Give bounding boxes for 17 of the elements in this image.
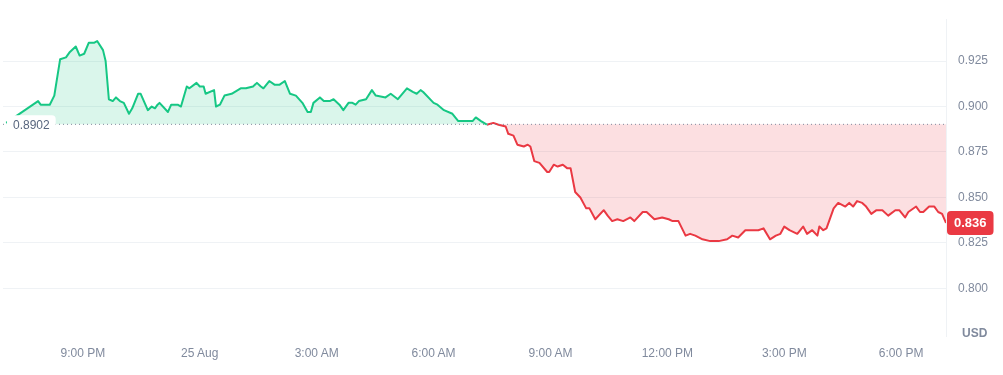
x-tick-label: 9:00 AM bbox=[528, 346, 573, 361]
x-tick-label: 25 Aug bbox=[181, 346, 219, 361]
x-tick-label: 3:00 PM bbox=[761, 346, 807, 361]
x-tick-label: 12:00 PM bbox=[641, 346, 694, 361]
y-tick-label: 0.825 bbox=[958, 235, 989, 250]
y-tick-label: 0.925 bbox=[958, 53, 989, 68]
y-tick-label: 0.800 bbox=[958, 280, 989, 295]
y-tick-label: 0.850 bbox=[958, 189, 989, 204]
x-tick-label: 6:00 PM bbox=[878, 346, 924, 361]
y-tick-label: 0.900 bbox=[958, 98, 989, 113]
annotation: 0.836 bbox=[954, 215, 987, 231]
x-tick-label: 9:00 PM bbox=[60, 346, 106, 361]
ref-line-label: 0.8902 bbox=[13, 117, 51, 132]
y-tick-label: 0.875 bbox=[958, 144, 989, 159]
x-tick-label: 3:00 AM bbox=[294, 346, 339, 361]
y-axis-title: USD bbox=[962, 325, 988, 340]
x-tick-label: 6:00 AM bbox=[411, 346, 456, 361]
